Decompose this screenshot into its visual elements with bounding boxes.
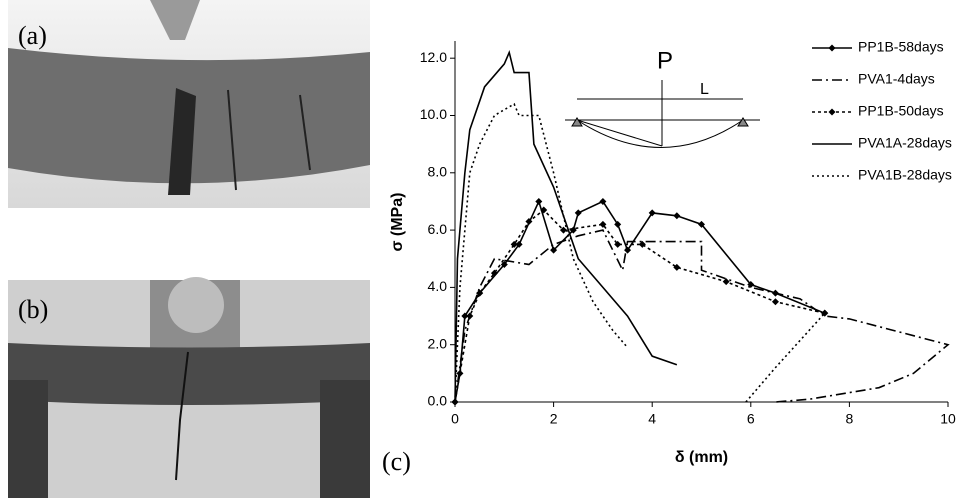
x-tick-label: 8	[846, 411, 854, 427]
series-marker	[772, 298, 779, 305]
x-axis-label: δ (mm)	[675, 449, 728, 466]
photo-b: (b)	[8, 277, 370, 498]
annotation: P	[657, 47, 673, 74]
x-tick-label: 6	[747, 411, 755, 427]
legend-label: PVA1B-28days	[858, 167, 952, 183]
figure: (a) (b) (c) P L 0.0 2.0 4.0 6.0 8.0 10.0 12.0 0…	[0, 0, 963, 498]
series-marker	[673, 212, 680, 219]
x-tick-label: 4	[648, 411, 656, 427]
legend-label: PVA1-4days	[858, 71, 935, 87]
legend-marker	[829, 109, 836, 116]
photo-a: (a)	[8, 0, 370, 208]
series-marker	[575, 209, 582, 216]
series-line	[455, 201, 825, 402]
panel-label: (b)	[18, 295, 48, 324]
y-tick-label: 6.0	[428, 221, 448, 237]
y-tick-label: 10.0	[420, 106, 447, 122]
series-marker	[535, 198, 542, 205]
y-tick-label: 12.0	[420, 49, 447, 65]
panel-label: (c)	[382, 447, 411, 476]
panel-label: (a)	[18, 21, 47, 50]
x-tick-label: 0	[451, 411, 459, 427]
legend-marker	[829, 45, 836, 52]
beam-diagram	[565, 80, 760, 148]
series-line	[455, 210, 825, 402]
x-tick-label: 10	[940, 411, 956, 427]
y-tick-label: 8.0	[428, 163, 448, 179]
series-line	[455, 230, 948, 402]
x-tick-label: 2	[550, 411, 558, 427]
series-line	[455, 104, 825, 402]
annotation: L	[700, 81, 709, 98]
y-tick-label: 4.0	[428, 278, 448, 294]
legend-label: PVA1A-28days	[858, 135, 952, 151]
series-marker	[723, 278, 730, 285]
y-tick-label: 2.0	[428, 335, 448, 351]
y-axis-label: σ (MPa)	[389, 193, 406, 252]
legend-label: PP1B-58days	[858, 39, 944, 55]
y-tick-label: 0.0	[428, 393, 448, 409]
legend-label: PP1B-50days	[858, 103, 944, 119]
